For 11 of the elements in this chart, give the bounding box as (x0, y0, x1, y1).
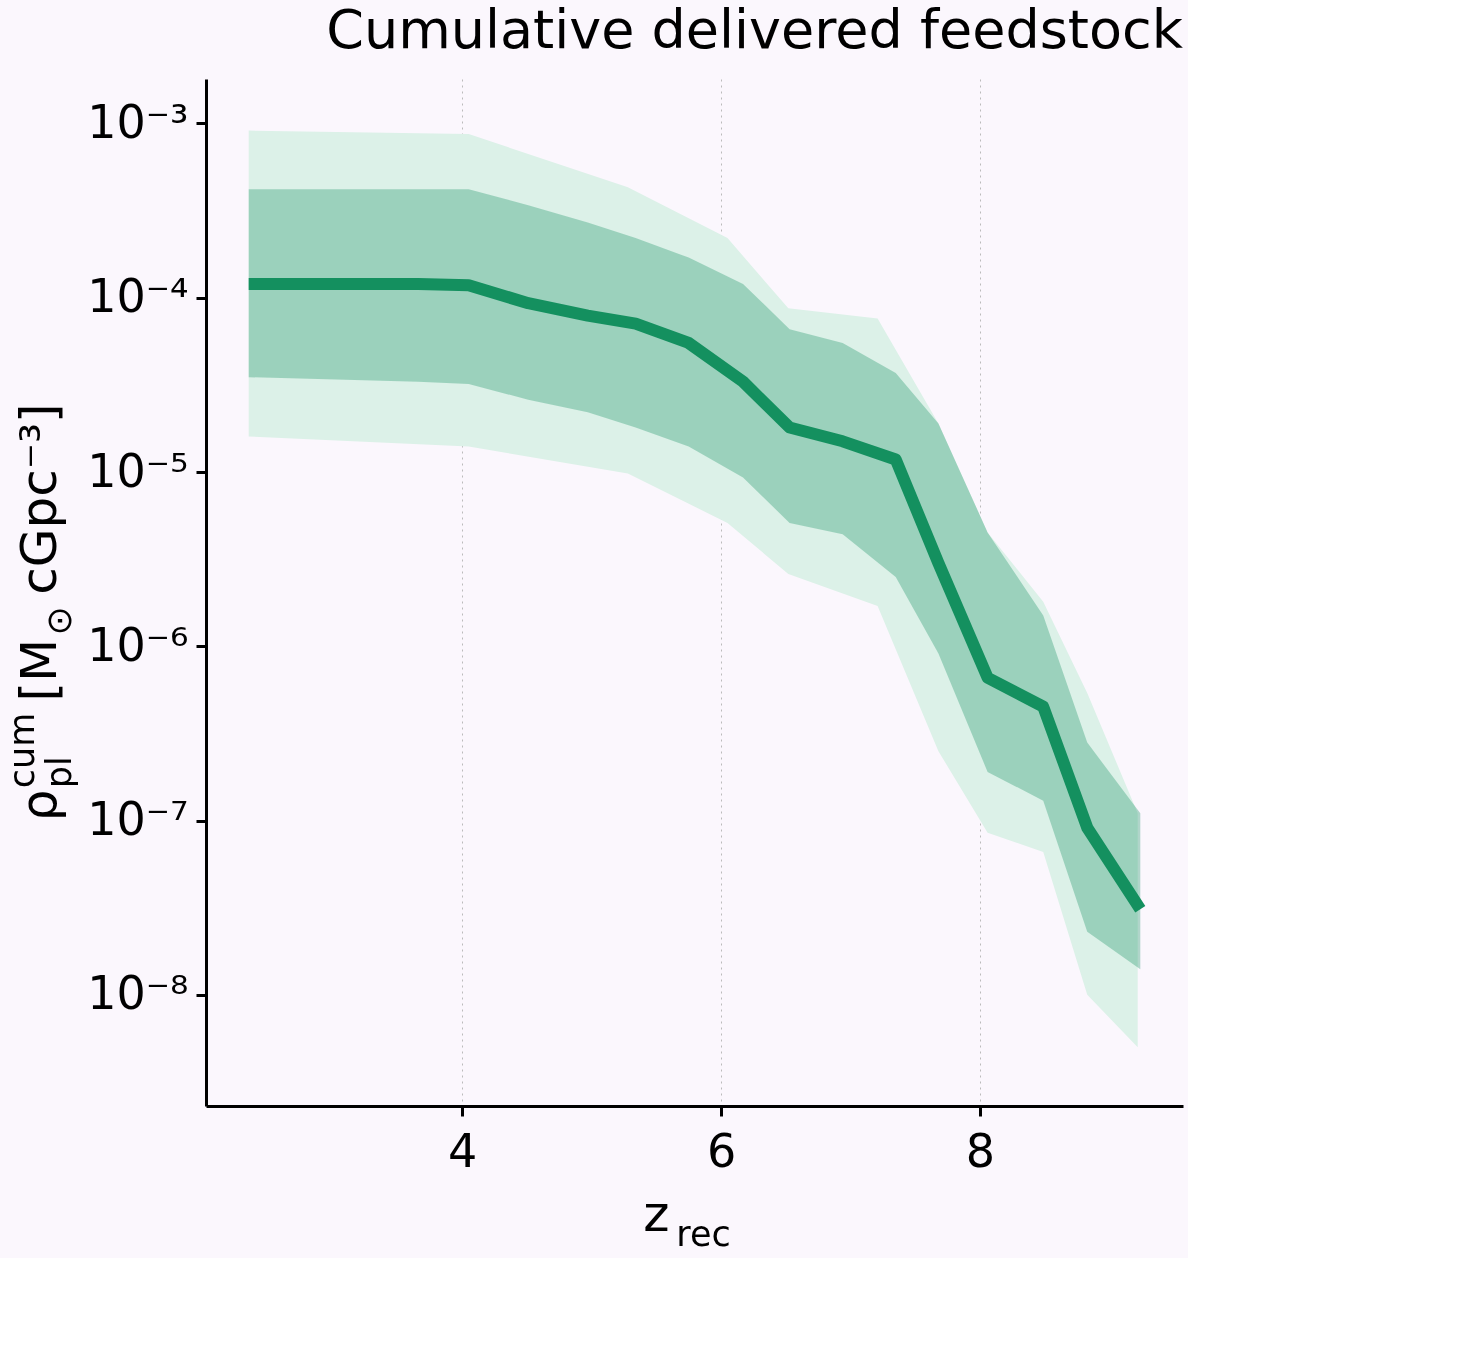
y-tick-label: 10⁻⁷ (87, 792, 189, 847)
y-tick-label: 10⁻⁴ (87, 269, 189, 324)
y-tick-label: 10⁻³ (87, 94, 189, 149)
x-tick-label: 8 (965, 1123, 995, 1178)
y-axis-title: ρplcum [M⊙ cGpc⁻³] (1, 403, 79, 822)
x-tick-label: 6 (706, 1123, 737, 1178)
y-tick-label: 10⁻⁵ (87, 443, 189, 498)
x-tick-label: 4 (448, 1123, 478, 1178)
chart-title: Cumulative delivered feedstock (326, 0, 1184, 61)
y-tick-label: 10⁻⁶ (87, 617, 189, 672)
y-tick-label: 10⁻⁸ (87, 966, 189, 1021)
